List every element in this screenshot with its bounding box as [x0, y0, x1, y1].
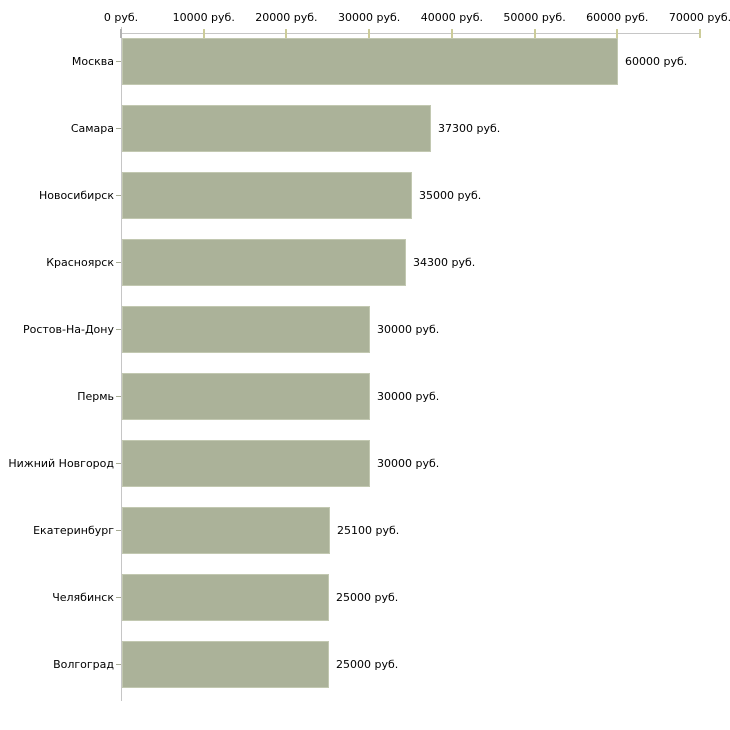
bar-3	[122, 239, 406, 286]
value-label: 30000 руб.	[377, 323, 440, 336]
category-label: Новосибирск	[38, 189, 114, 202]
category-tick-mark	[116, 195, 121, 196]
value-label: 37300 руб.	[438, 122, 501, 135]
bar-5	[122, 373, 370, 420]
category-tick-mark	[116, 262, 121, 263]
x-axis-tick-mark	[368, 29, 371, 38]
bar-1	[122, 105, 431, 152]
category-tick-mark	[116, 329, 121, 330]
value-label: 30000 руб.	[377, 457, 440, 470]
x-axis-tick-label: 60000 руб.	[586, 11, 649, 24]
x-axis-tick-label: 70000 руб.	[668, 11, 730, 24]
x-axis-tick-mark	[699, 29, 701, 38]
x-axis-tick-label: 50000 руб.	[503, 11, 566, 24]
x-axis-tick-label: 20000 руб.	[255, 11, 318, 24]
value-label: 34300 руб.	[413, 256, 476, 269]
y-axis-line	[121, 27, 122, 701]
value-label: 30000 руб.	[377, 390, 440, 403]
category-label: Екатеринбург	[33, 524, 114, 537]
category-label: Красноярск	[46, 256, 114, 269]
category-label: Пермь	[77, 390, 114, 403]
category-tick-mark	[116, 128, 121, 129]
category-tick-mark	[116, 664, 121, 665]
bar-0	[122, 38, 618, 85]
category-label: Челябинск	[52, 591, 114, 604]
value-label: 25100 руб.	[337, 524, 400, 537]
bar-4	[122, 306, 370, 353]
x-axis-tick-label: 30000 руб.	[338, 11, 401, 24]
x-axis-tick-mark	[285, 29, 288, 38]
x-axis-tick-label: 10000 руб.	[172, 11, 235, 24]
x-axis-tick-label: 0 руб.	[103, 11, 139, 24]
value-label: 25000 руб.	[336, 591, 399, 604]
x-axis-tick-mark	[450, 29, 453, 38]
bar-6	[122, 440, 370, 487]
bar-2	[122, 172, 412, 219]
x-axis-tick-mark	[120, 29, 122, 38]
category-tick-mark	[116, 396, 121, 397]
x-axis-line	[121, 33, 701, 34]
bar-7	[122, 507, 330, 554]
category-label: Волгоград	[53, 658, 114, 671]
x-axis-tick-mark	[533, 29, 536, 38]
x-axis-tick-mark	[202, 29, 205, 38]
x-axis-tick-mark	[616, 29, 619, 38]
category-tick-mark	[116, 597, 121, 598]
value-label: 60000 руб.	[625, 55, 688, 68]
value-label: 35000 руб.	[419, 189, 482, 202]
category-tick-mark	[116, 61, 121, 62]
category-tick-mark	[116, 463, 121, 464]
bar-9	[122, 641, 329, 688]
x-axis-tick-label: 40000 руб.	[420, 11, 483, 24]
category-label: Ростов-На-Дону	[22, 323, 114, 336]
category-tick-mark	[116, 530, 121, 531]
category-label: Самара	[70, 122, 114, 135]
bar-8	[122, 574, 329, 621]
value-label: 25000 руб.	[336, 658, 399, 671]
category-label: Москва	[71, 55, 114, 68]
category-label: Нижний Новгород	[8, 457, 114, 470]
